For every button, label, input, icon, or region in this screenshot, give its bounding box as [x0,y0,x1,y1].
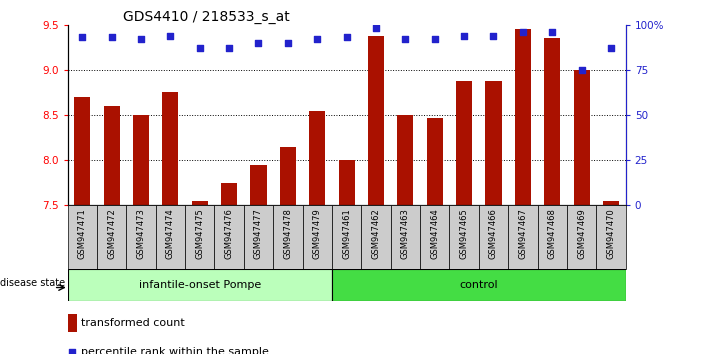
Point [459,33,470,39]
Text: infantile-onset Pompe: infantile-onset Pompe [139,280,261,290]
Point [341,35,352,40]
Bar [508,205,538,269]
Bar [250,165,267,205]
Text: GSM947471: GSM947471 [77,209,87,259]
Text: GSM947461: GSM947461 [342,209,351,259]
Bar [133,115,149,205]
Bar [303,205,332,269]
Bar [68,314,77,332]
Point [517,29,528,35]
Text: GSM947464: GSM947464 [430,209,439,259]
Bar [244,205,273,269]
Bar [338,160,355,205]
Point [429,36,440,42]
Text: percentile rank within the sample: percentile rank within the sample [81,347,269,354]
Bar [390,205,420,269]
Text: control: control [459,280,498,290]
Point [194,45,205,51]
Bar [192,201,208,205]
Bar [97,205,127,269]
Bar [397,115,413,205]
Bar [486,81,501,205]
Point [400,36,411,42]
Text: GSM947473: GSM947473 [137,209,146,259]
Text: GSM947477: GSM947477 [254,209,263,259]
Text: transformed count: transformed count [81,318,185,328]
Bar [273,205,303,269]
Bar [456,81,472,205]
Bar [597,205,626,269]
Text: GSM947470: GSM947470 [606,209,616,259]
Bar [185,205,215,269]
Bar [332,269,626,301]
Bar [544,38,560,205]
Bar [68,269,332,301]
Point [223,45,235,51]
Bar [104,106,119,205]
Text: GSM947472: GSM947472 [107,209,116,259]
Bar [309,110,326,205]
Text: GSM947474: GSM947474 [166,209,175,259]
Text: GSM947478: GSM947478 [284,209,292,259]
Bar [361,205,390,269]
Text: GSM947466: GSM947466 [489,209,498,259]
Bar [332,205,361,269]
Text: GSM947479: GSM947479 [313,209,322,259]
Point [253,40,264,46]
Point [135,36,146,42]
Bar [68,205,97,269]
Text: GSM947475: GSM947475 [196,209,204,259]
Text: GSM947467: GSM947467 [518,209,528,259]
Text: GSM947463: GSM947463 [401,209,410,259]
Bar [215,205,244,269]
Bar [479,205,508,269]
Bar [280,147,296,205]
Bar [603,201,619,205]
Bar [127,205,156,269]
Text: GSM947468: GSM947468 [547,209,557,259]
Bar [162,92,178,205]
Bar [515,29,531,205]
Bar [368,36,384,205]
Text: GDS4410 / 218533_s_at: GDS4410 / 218533_s_at [124,10,290,24]
Bar [156,205,185,269]
Point [311,36,323,42]
Point [77,35,88,40]
Point [165,33,176,39]
Text: GSM947465: GSM947465 [459,209,469,259]
Text: GSM947462: GSM947462 [371,209,380,259]
Text: GSM947469: GSM947469 [577,209,586,259]
Bar [449,205,479,269]
Bar [427,118,443,205]
Point [106,35,117,40]
Point [282,40,294,46]
Bar [538,205,567,269]
Bar [574,70,589,205]
Point [67,349,78,354]
Point [547,29,558,35]
Bar [567,205,597,269]
Text: GSM947476: GSM947476 [225,209,234,259]
Point [576,67,587,73]
Bar [221,183,237,205]
Point [605,45,616,51]
Point [370,25,382,31]
Point [488,33,499,39]
Bar [74,97,90,205]
Bar [420,205,449,269]
Text: disease state: disease state [0,278,65,289]
